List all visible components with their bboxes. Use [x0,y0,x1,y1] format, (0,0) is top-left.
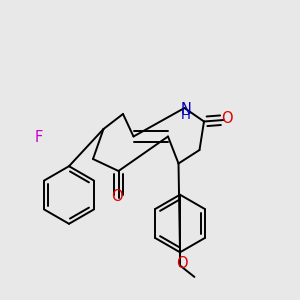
Text: F: F [35,130,43,146]
Text: O: O [111,189,123,204]
Text: O: O [176,256,187,272]
Text: H: H [181,109,191,122]
Text: O: O [221,111,232,126]
Text: N: N [181,102,191,117]
